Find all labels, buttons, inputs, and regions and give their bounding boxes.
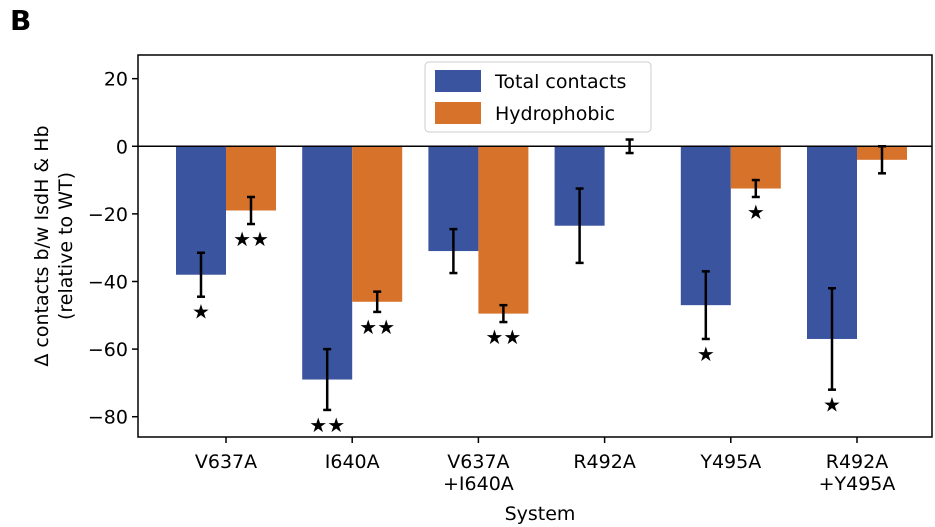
significance-star-0-5: ★: [823, 393, 841, 417]
bar-total-1: [302, 146, 353, 380]
axes-frame: [137, 54, 933, 438]
x-tick-label-2-line2: +I640A: [443, 473, 514, 495]
legend: Total contacts Hydrophobic: [424, 61, 652, 133]
significance-star-0-1: ★★: [309, 413, 345, 437]
x-tick-label-5: R492A: [826, 451, 888, 473]
significance-star-1-2: ★★: [485, 325, 521, 349]
x-tick-label-3: R492A: [573, 451, 635, 473]
legend-swatch-0: [435, 70, 481, 92]
panel-label: B: [10, 4, 32, 37]
legend-label-1: Hydrophobic: [495, 103, 615, 125]
x-tick-label-5-line2: +Y495A: [819, 473, 896, 495]
x-tick-label-1: I640A: [325, 451, 380, 473]
y-tick-label-1: 0: [116, 136, 128, 158]
bar-hydrophobic-2: [478, 146, 529, 314]
significance-star-1-0: ★★: [233, 227, 269, 251]
bars-layer: [176, 146, 907, 380]
x-axis-title: System: [505, 503, 576, 525]
bar-hydrophobic-1: [352, 146, 403, 302]
significance-star-0-0: ★: [192, 300, 210, 324]
y-tick-label-4: −60: [88, 339, 128, 361]
error-bars-layer: [197, 138, 886, 412]
x-tick-label-0: V637A: [195, 451, 257, 473]
y-axis-subtitle: (relative to WT): [55, 172, 77, 320]
significance-star-1-4: ★: [747, 200, 765, 224]
legend-swatch-1: [435, 102, 481, 124]
legend-label-0: Total contacts: [494, 71, 626, 93]
y-axis-title: Δ contacts b/w IsdH & Hb: [31, 125, 53, 366]
x-tick-label-2: V637A: [447, 451, 509, 473]
y-tick-label-2: −20: [88, 204, 128, 226]
y-axis: 20 0 −20 −40 −60 −80: [88, 69, 138, 429]
significance-star-0-4: ★: [697, 342, 715, 366]
x-tick-label-4: Y495A: [699, 451, 761, 473]
significance-layer: ★★★★★★★ ★★★★★: [192, 200, 841, 437]
significance-star-1-1: ★★: [359, 315, 395, 339]
y-tick-label-3: −40: [88, 271, 128, 293]
y-tick-label-5: −80: [88, 407, 128, 429]
y-tick-label-0: 20: [104, 69, 128, 91]
legend-frame: [424, 61, 652, 133]
